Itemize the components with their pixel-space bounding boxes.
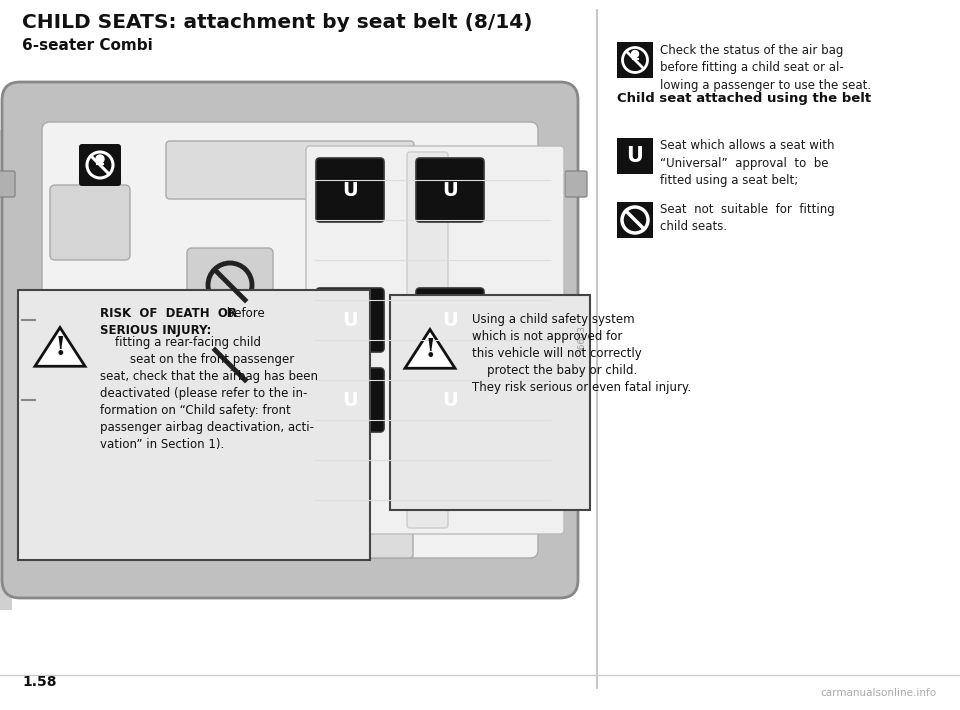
Text: !: !	[54, 335, 66, 360]
FancyBboxPatch shape	[187, 328, 273, 402]
Text: 1.58: 1.58	[22, 675, 57, 689]
Text: before: before	[223, 307, 265, 320]
FancyBboxPatch shape	[316, 288, 384, 352]
Text: Seat which allows a seat with
“Universal”  approval  to  be
fitted using a seat : Seat which allows a seat with “Universal…	[660, 139, 834, 187]
Text: U: U	[443, 391, 458, 410]
FancyBboxPatch shape	[42, 122, 538, 558]
Text: U: U	[627, 146, 643, 166]
FancyBboxPatch shape	[166, 141, 414, 199]
Text: 36603: 36603	[578, 326, 587, 354]
FancyBboxPatch shape	[316, 158, 384, 222]
Text: Check the status of the air bag
before fitting a child seat or al-
lowing a pass: Check the status of the air bag before f…	[660, 44, 871, 92]
FancyBboxPatch shape	[0, 171, 15, 197]
FancyBboxPatch shape	[617, 42, 653, 78]
FancyBboxPatch shape	[2, 82, 578, 598]
Bar	[0, 130, 12, 610]
Text: Child seat attached using the belt: Child seat attached using the belt	[617, 92, 871, 105]
Text: carmanualsonline.info: carmanualsonline.info	[820, 688, 936, 698]
Bar	[390, 295, 590, 510]
Text: !: !	[424, 337, 436, 362]
FancyBboxPatch shape	[167, 522, 413, 558]
Text: CHILD SEATS: attachment by seat belt (8/14): CHILD SEATS: attachment by seat belt (8/…	[22, 13, 533, 32]
Text: RISK  OF  DEATH  OR
SERIOUS INJURY:: RISK OF DEATH OR SERIOUS INJURY:	[100, 307, 237, 337]
Text: fitting a rear-facing child
        seat on the front passenger
seat, check that: fitting a rear-facing child seat on the …	[100, 336, 318, 451]
Text: U: U	[443, 310, 458, 329]
Circle shape	[632, 50, 638, 58]
Polygon shape	[35, 327, 85, 366]
FancyBboxPatch shape	[416, 368, 484, 432]
FancyBboxPatch shape	[50, 185, 130, 260]
FancyBboxPatch shape	[617, 202, 653, 238]
Text: U: U	[342, 310, 358, 329]
Text: Seat  not  suitable  for  fitting
child seats.: Seat not suitable for fitting child seat…	[660, 203, 835, 234]
FancyBboxPatch shape	[565, 171, 587, 197]
FancyBboxPatch shape	[187, 248, 273, 322]
Text: Using a child safety system
which is not approved for
this vehicle will not corr: Using a child safety system which is not…	[472, 313, 691, 394]
FancyBboxPatch shape	[407, 152, 448, 528]
Bar	[18, 290, 370, 560]
FancyBboxPatch shape	[416, 158, 484, 222]
FancyBboxPatch shape	[79, 144, 121, 186]
Polygon shape	[405, 329, 455, 368]
FancyBboxPatch shape	[316, 368, 384, 432]
Circle shape	[96, 155, 104, 163]
Text: 6-seater Combi: 6-seater Combi	[22, 38, 153, 53]
Text: U: U	[443, 180, 458, 200]
FancyBboxPatch shape	[617, 138, 653, 174]
Text: U: U	[342, 391, 358, 410]
FancyBboxPatch shape	[416, 288, 484, 352]
FancyBboxPatch shape	[306, 146, 564, 534]
Text: U: U	[342, 180, 358, 200]
